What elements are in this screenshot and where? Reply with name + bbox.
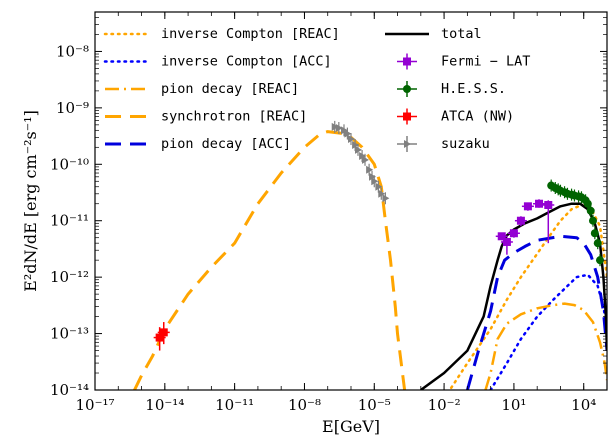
series-line-total [420,202,607,390]
x-tick-label: 10⁻⁸ [288,396,321,414]
legend-label-h-e-s-s: H.E.S.S. [441,81,506,97]
data-point-marker [359,152,367,161]
legend-label-inverse-compton-acc: inverse Compton [ACC] [161,54,332,70]
data-point-marker [355,145,363,154]
legend-marker-fermi-lat [403,57,411,66]
data-point-marker [371,177,379,186]
legend-label-atca-nw: ATCA (NW) [441,109,514,125]
legend-label-fermi-lat: Fermi − LAT [441,54,530,70]
data-point-marker [369,172,377,181]
dataset-atca-nw [153,322,170,351]
dataset-h-e-s-s [547,179,604,267]
data-point-marker [331,122,339,131]
y-tick-label: 10⁻⁹ [56,99,89,117]
data-point-marker [366,165,374,174]
data-point-marker [502,237,511,246]
data-point-marker [535,199,544,208]
data-point-marker [352,140,360,149]
data-point-marker [375,182,383,191]
legend-marker-atca-nw [403,112,411,121]
ticks-layer: 10⁻¹⁷ 10⁻¹⁴ 10⁻¹¹ 10⁻⁸ 10⁻⁵ 10⁻² 10¹ 10⁴10⁻¹⁴10… [50,11,608,414]
data-point-marker [583,199,592,208]
x-axis-title: E[GeV] [322,417,380,436]
data-point-marker [159,328,168,337]
legend: inverse Compton [REAC] inverse Compton [A… [103,26,530,152]
legend-label-suzaku: suzaku [441,136,490,152]
series-layer [133,130,607,390]
y-tick-label: 10⁻⁸ [56,42,89,60]
data-point-marker [348,135,355,144]
data-point-marker [497,232,506,241]
series-line-pion-decay-reac [484,302,607,390]
y-tick-label: 10⁻¹² [50,268,89,286]
data-point-marker [595,256,604,265]
series-line-pion-decay-acc [465,234,607,390]
data-point-marker [335,123,343,132]
x-tick-label: 10¹ [501,396,526,414]
data-point-marker [523,202,532,211]
data-point-marker [516,216,525,225]
legend-marker-h-e-s-s [403,85,411,93]
data-point-marker [155,333,164,342]
data-point-marker [378,189,386,198]
y-axis-title: E²dN/dE [erg cm⁻²s⁻¹] [21,110,40,292]
x-tick-label: 10⁴ [571,396,596,414]
legend-marker-suzaku [404,140,411,148]
y-tick-label: 10⁻¹³ [50,325,89,343]
data-point-marker [382,194,390,203]
data-point-marker [586,206,595,215]
plot-area [95,12,607,390]
legend-label-pion-decay-reac: pion decay [REAC] [161,81,299,97]
x-tick-label: 10⁻¹⁷ [75,396,114,414]
y-tick-label: 10⁻¹⁴ [50,381,89,399]
x-tick-label: 10⁻¹⁴ [145,396,184,414]
x-tick-label: 10⁻¹¹ [215,396,254,414]
data-point-marker [344,129,352,138]
data-point-marker [588,216,597,225]
dataset-suzaku [331,120,390,205]
series-line-synchrotron-reac [133,130,407,390]
legend-label-inverse-compton-reac: inverse Compton [REAC] [161,26,340,42]
series-line-inverse-compton-reac [448,203,607,390]
dataset-fermi-lat [495,199,555,255]
points-layer [153,120,604,351]
data-point-marker [590,229,599,238]
data-point-marker [544,200,553,209]
y-tick-label: 10⁻¹⁰ [50,155,89,173]
data-point-marker [509,229,518,238]
y-tick-label: 10⁻¹¹ [50,212,89,230]
x-tick-label: 10⁻² [428,396,461,414]
data-point-marker [593,239,602,248]
x-tick-label: 10⁻⁵ [358,396,391,414]
legend-label-synchrotron-reac: synchrotron [REAC] [161,109,307,125]
data-point-marker [362,155,370,164]
legend-label-pion-decay-acc: pion decay [ACC] [161,136,291,152]
legend-label-total: total [441,26,482,42]
